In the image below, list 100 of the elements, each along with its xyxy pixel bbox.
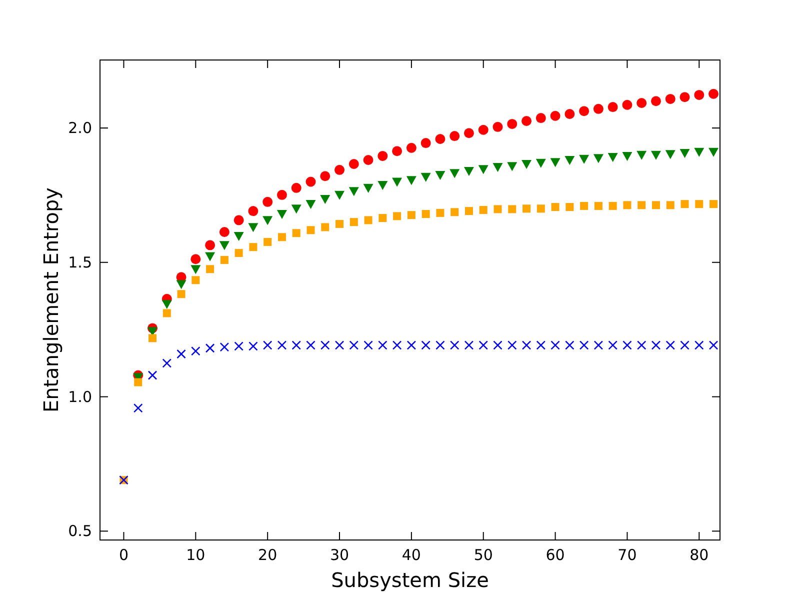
point [652, 201, 660, 210]
point [464, 166, 474, 176]
point [364, 340, 373, 350]
point [421, 340, 430, 350]
point [450, 340, 460, 350]
point [248, 223, 258, 232]
point [666, 201, 674, 210]
point [494, 205, 502, 214]
point [192, 276, 200, 284]
point [508, 205, 516, 214]
point [680, 200, 689, 208]
y-tick-label: 1.0 [68, 388, 92, 406]
point [176, 280, 186, 290]
point [666, 340, 676, 350]
x-tick-label: 60 [546, 546, 565, 564]
point [262, 216, 273, 226]
point [148, 334, 157, 342]
point [536, 340, 546, 350]
point [162, 300, 172, 310]
point [492, 162, 503, 172]
point [262, 340, 272, 350]
point [234, 215, 244, 226]
point [392, 146, 402, 156]
point [306, 226, 315, 234]
point [594, 202, 602, 210]
point [205, 252, 216, 262]
point [407, 211, 416, 220]
point [176, 349, 186, 359]
point [695, 200, 704, 208]
x-axis-title: Subsystem Size [331, 568, 489, 592]
point [650, 96, 661, 106]
point [450, 169, 460, 178]
point [708, 88, 719, 99]
point [622, 100, 632, 110]
point [348, 159, 359, 170]
point [392, 178, 402, 187]
point [566, 203, 574, 212]
point [710, 200, 718, 208]
point [536, 113, 546, 124]
point [334, 190, 345, 200]
point [651, 340, 661, 350]
point [593, 104, 604, 114]
x-tick-label: 20 [258, 546, 278, 564]
point [306, 200, 316, 210]
y-tick-label: 1.5 [68, 253, 92, 272]
point [406, 340, 416, 350]
point [522, 204, 531, 213]
point [264, 238, 272, 246]
point [665, 94, 676, 104]
point [507, 340, 517, 350]
point [191, 346, 200, 356]
point [636, 98, 647, 108]
point [694, 90, 704, 100]
point [436, 340, 445, 350]
point [593, 154, 604, 164]
point [680, 92, 690, 102]
point [378, 180, 388, 190]
point [248, 342, 258, 351]
point [665, 150, 676, 160]
point [205, 343, 215, 353]
point [608, 153, 618, 162]
point [291, 182, 302, 193]
point [378, 340, 388, 350]
point [220, 342, 230, 352]
point [363, 184, 374, 193]
point [134, 378, 142, 386]
point [292, 340, 302, 350]
point [536, 158, 546, 168]
point [249, 243, 258, 252]
point [522, 160, 532, 170]
point [219, 241, 230, 250]
point [349, 340, 359, 350]
point [334, 340, 344, 350]
point [363, 154, 374, 165]
point [277, 340, 287, 350]
point [608, 202, 617, 210]
point [420, 172, 431, 182]
point [248, 206, 258, 216]
point [638, 201, 646, 210]
point [234, 232, 244, 242]
point [220, 256, 228, 264]
x-tick-label: 0 [118, 546, 129, 564]
point [291, 204, 302, 214]
point [580, 202, 588, 210]
point [435, 171, 446, 180]
point [493, 340, 502, 350]
point [190, 265, 201, 274]
x-tick-label: 10 [186, 546, 206, 564]
point [550, 340, 560, 350]
point [564, 109, 575, 120]
point [594, 340, 604, 350]
y-axis-title: Entanglement Entropy [39, 187, 63, 413]
point [364, 216, 372, 224]
point [162, 358, 172, 368]
point [478, 165, 488, 174]
point [190, 254, 201, 264]
point [551, 203, 560, 212]
point [334, 164, 345, 175]
point [579, 154, 590, 164]
point [579, 340, 589, 350]
